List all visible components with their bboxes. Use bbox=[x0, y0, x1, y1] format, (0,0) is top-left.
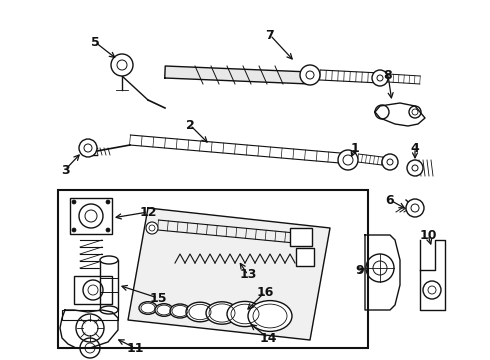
Polygon shape bbox=[420, 240, 445, 310]
Circle shape bbox=[300, 65, 320, 85]
Text: 16: 16 bbox=[256, 285, 274, 298]
Circle shape bbox=[79, 139, 97, 157]
Ellipse shape bbox=[186, 302, 214, 322]
Circle shape bbox=[106, 228, 110, 232]
Polygon shape bbox=[60, 310, 118, 348]
Circle shape bbox=[72, 200, 76, 204]
Circle shape bbox=[72, 228, 76, 232]
Bar bbox=[58, 190, 368, 348]
Ellipse shape bbox=[248, 301, 292, 332]
Ellipse shape bbox=[100, 306, 118, 314]
Ellipse shape bbox=[139, 302, 157, 314]
Circle shape bbox=[382, 154, 398, 170]
Text: 13: 13 bbox=[239, 269, 257, 282]
Circle shape bbox=[146, 222, 158, 234]
Ellipse shape bbox=[227, 301, 263, 327]
Text: 8: 8 bbox=[384, 68, 392, 81]
Ellipse shape bbox=[206, 302, 238, 324]
Circle shape bbox=[372, 70, 388, 86]
Text: 12: 12 bbox=[139, 206, 157, 219]
Polygon shape bbox=[100, 260, 118, 310]
Circle shape bbox=[406, 199, 424, 217]
Ellipse shape bbox=[155, 304, 173, 316]
Ellipse shape bbox=[100, 256, 118, 264]
Text: 2: 2 bbox=[186, 118, 195, 131]
Text: 7: 7 bbox=[266, 28, 274, 41]
Polygon shape bbox=[375, 103, 425, 126]
Circle shape bbox=[106, 200, 110, 204]
Text: 4: 4 bbox=[411, 141, 419, 154]
Bar bbox=[74, 276, 112, 304]
Bar bbox=[70, 198, 112, 234]
Text: 10: 10 bbox=[419, 229, 437, 242]
Text: 3: 3 bbox=[61, 163, 69, 176]
Bar bbox=[296, 248, 314, 266]
Text: 6: 6 bbox=[386, 194, 394, 207]
Text: 15: 15 bbox=[149, 292, 167, 305]
Text: 14: 14 bbox=[259, 332, 277, 345]
Bar bbox=[290, 228, 312, 246]
Text: 5: 5 bbox=[91, 36, 99, 49]
Polygon shape bbox=[165, 66, 310, 84]
Polygon shape bbox=[365, 235, 400, 310]
Text: 1: 1 bbox=[351, 141, 359, 154]
Bar bbox=[62, 310, 118, 320]
Circle shape bbox=[407, 160, 423, 176]
Ellipse shape bbox=[170, 304, 190, 318]
Polygon shape bbox=[165, 66, 310, 84]
Polygon shape bbox=[128, 208, 330, 340]
Text: 9: 9 bbox=[356, 264, 364, 276]
Circle shape bbox=[111, 54, 133, 76]
Circle shape bbox=[338, 150, 358, 170]
Text: 11: 11 bbox=[126, 342, 144, 355]
